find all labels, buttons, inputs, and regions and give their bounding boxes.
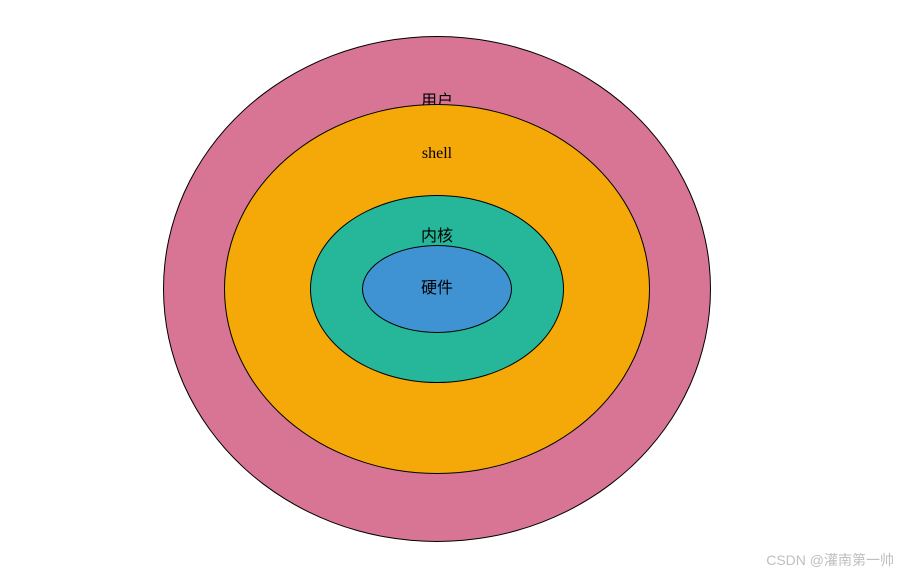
ring-kernel-label: 内核: [421, 222, 453, 246]
ring-hardware: 硬件: [362, 245, 512, 333]
ring-shell-label: shell: [422, 145, 452, 163]
watermark: CSDN @灌南第一帅: [766, 550, 894, 570]
ring-hardware-label: 硬件: [421, 274, 453, 298]
